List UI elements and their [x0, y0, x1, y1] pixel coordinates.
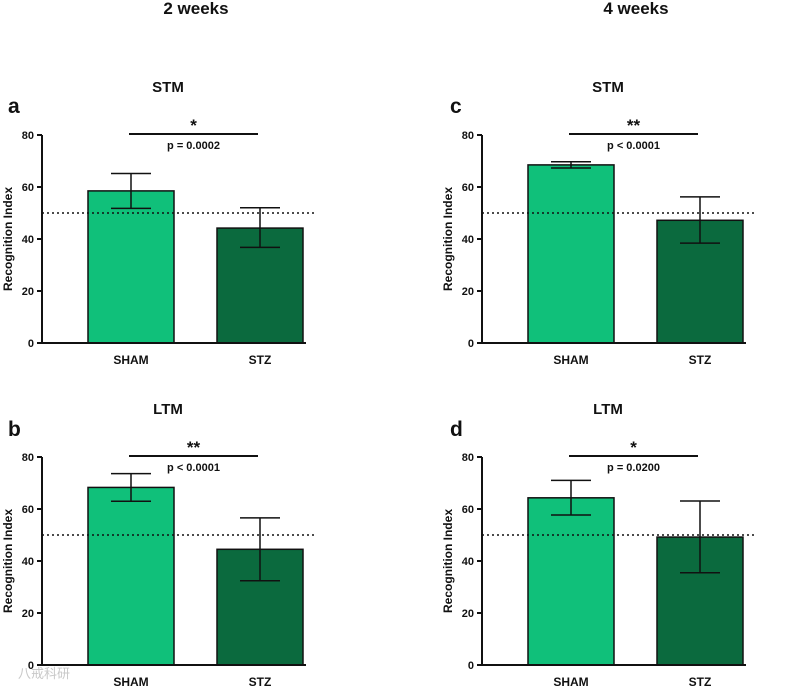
x-category-label: SHAM — [553, 675, 588, 687]
panel-letter: b — [8, 418, 21, 441]
column-title-2-weeks: 2 weeks — [163, 0, 228, 18]
y-tick-label: 0 — [468, 338, 474, 350]
panel-b: LTM b Recognition Index 0 20 40 60 80 SHAM STZ ** p… — [1, 401, 314, 687]
x-category-label: STZ — [689, 353, 712, 367]
y-tick-label: 40 — [22, 234, 34, 246]
panel-letter: d — [450, 418, 463, 441]
panel-letter: c — [450, 95, 462, 118]
x-category-label: STZ — [249, 675, 272, 687]
y-axis-label: Recognition Index — [441, 509, 455, 613]
p-value-label: p = 0.0200 — [607, 462, 660, 474]
y-tick-label: 80 — [22, 130, 34, 142]
p-value-label: p = 0.0002 — [167, 140, 220, 152]
panel-letter: a — [8, 95, 20, 118]
y-tick-label: 60 — [22, 182, 34, 194]
y-axis-label: Recognition Index — [1, 509, 15, 613]
significance-stars: ** — [627, 116, 641, 135]
bar-sham — [527, 164, 615, 344]
significance-stars: * — [190, 116, 197, 135]
y-tick-label: 40 — [462, 234, 474, 246]
panel-title: LTM — [153, 401, 183, 418]
significance-stars: ** — [187, 438, 201, 457]
panel-c: STM c Recognition Index 0 20 40 60 80 SHAM STZ ** p… — [441, 79, 754, 367]
panel-d: LTM d Recognition Index 0 20 40 60 80 SHAM STZ * p … — [441, 401, 754, 687]
bar-sham — [527, 497, 615, 666]
significance-stars: * — [630, 438, 637, 457]
y-tick-label: 40 — [462, 556, 474, 568]
y-tick-label: 20 — [462, 608, 474, 620]
panel-a: STM a Recognition Index 0 20 40 60 80 SHAM STZ * p … — [1, 79, 314, 367]
y-tick-label: 60 — [462, 182, 474, 194]
x-category-label: STZ — [689, 675, 712, 687]
y-tick-label: 0 — [28, 338, 34, 350]
x-category-label: STZ — [249, 353, 272, 367]
panel-title: LTM — [593, 401, 623, 418]
watermark: 八戒科研 — [18, 667, 70, 682]
y-tick-label: 80 — [462, 452, 474, 464]
y-tick-label: 0 — [28, 660, 34, 672]
x-category-label: SHAM — [553, 353, 588, 367]
y-tick-label: 60 — [462, 504, 474, 516]
y-tick-label: 60 — [22, 504, 34, 516]
panel-title: STM — [592, 79, 624, 96]
bar-sham — [87, 190, 175, 344]
y-tick-label: 0 — [468, 660, 474, 672]
y-axis-label: Recognition Index — [441, 187, 455, 291]
p-value-label: p < 0.0001 — [167, 462, 220, 474]
panel-title: STM — [152, 79, 184, 96]
x-category-label: SHAM — [113, 675, 148, 687]
y-tick-label: 80 — [22, 452, 34, 464]
bar-sham — [87, 486, 175, 666]
y-tick-label: 80 — [462, 130, 474, 142]
p-value-label: p < 0.0001 — [607, 140, 660, 152]
y-tick-label: 40 — [22, 556, 34, 568]
y-tick-label: 20 — [22, 608, 34, 620]
y-tick-label: 20 — [22, 286, 34, 298]
y-tick-label: 20 — [462, 286, 474, 298]
x-category-label: SHAM — [113, 353, 148, 367]
y-axis-label: Recognition Index — [1, 187, 15, 291]
column-title-4-weeks: 4 weeks — [603, 0, 668, 18]
